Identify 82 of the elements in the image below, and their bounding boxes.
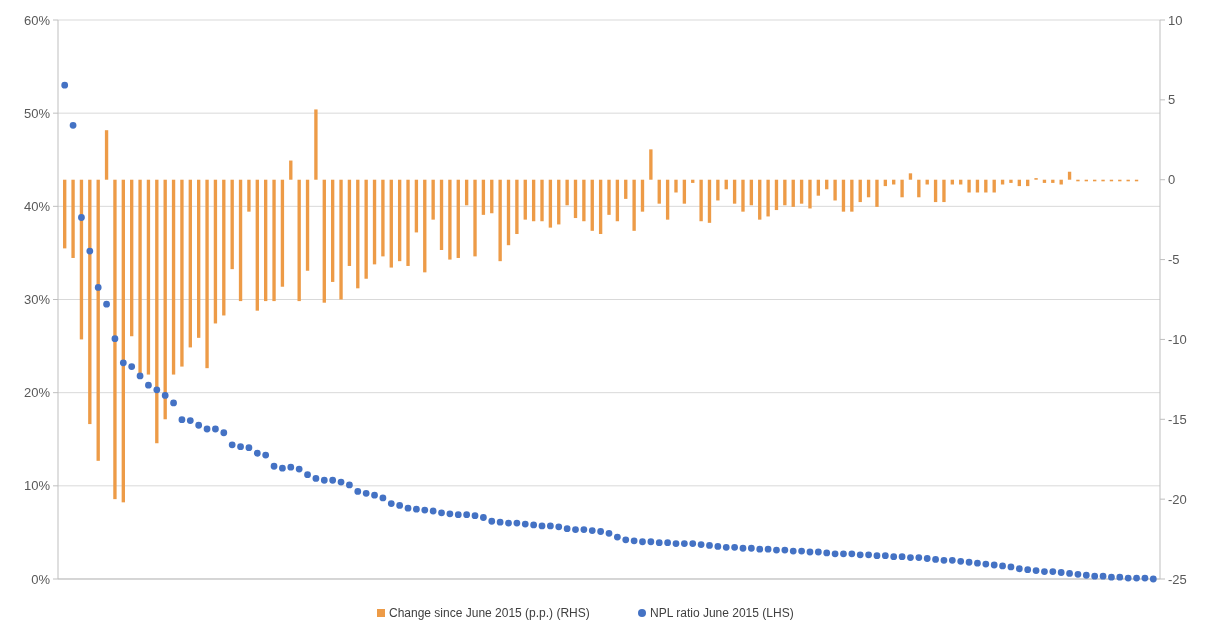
bar <box>339 179 343 300</box>
bar <box>364 179 368 279</box>
y-tick-label: 40% <box>23 198 51 214</box>
bar <box>515 179 519 235</box>
bar <box>707 179 712 223</box>
bar <box>649 149 653 180</box>
y2-tick-label: -15 <box>1168 411 1187 427</box>
y-tick-label: 30% <box>23 292 51 308</box>
bar <box>431 179 435 220</box>
bar <box>473 179 477 257</box>
bar <box>892 179 896 185</box>
bar <box>322 179 326 303</box>
bar <box>875 179 879 207</box>
bar <box>808 179 812 209</box>
bar <box>674 179 678 193</box>
bar <box>925 179 929 185</box>
bar <box>448 179 452 260</box>
bar <box>799 179 804 204</box>
bar <box>816 179 821 196</box>
bar <box>1000 179 1005 185</box>
bar <box>959 179 963 185</box>
bar <box>908 173 913 180</box>
bar <box>942 179 946 203</box>
bar <box>280 179 285 287</box>
bar <box>850 179 854 212</box>
bar <box>406 179 410 266</box>
y2-tick-label: 0 <box>1168 172 1176 188</box>
bar <box>255 179 259 311</box>
bar <box>841 179 846 212</box>
bar <box>523 179 527 220</box>
bar <box>305 179 310 271</box>
bar <box>381 179 385 257</box>
bar <box>171 179 176 375</box>
bar <box>950 179 954 185</box>
bar <box>1059 179 1063 185</box>
bar <box>1009 179 1013 183</box>
y2-tick-label: 5 <box>1168 92 1176 108</box>
bar <box>180 179 184 367</box>
bar <box>548 179 553 228</box>
bar <box>657 179 661 204</box>
bar <box>716 179 720 201</box>
bar <box>758 179 762 220</box>
y2-tick-label: -5 <box>1168 252 1180 268</box>
bar <box>389 179 393 268</box>
y-tick-label: 20% <box>23 385 51 401</box>
bar <box>632 179 636 231</box>
bar <box>272 179 276 302</box>
bar <box>498 179 502 262</box>
bar <box>540 179 544 222</box>
y-tick-label: 50% <box>23 105 51 121</box>
bar <box>783 179 787 206</box>
bar <box>732 179 737 204</box>
bar <box>113 179 117 500</box>
y-tick-label: 60% <box>23 12 51 28</box>
bar <box>741 179 745 212</box>
bar <box>917 179 921 198</box>
legend-label: NPL ratio June 2015 (LHS) <box>650 606 794 620</box>
y2-tick-label: 10 <box>1168 12 1183 28</box>
bar <box>582 179 586 222</box>
bar <box>967 179 971 193</box>
bar <box>766 179 770 217</box>
bar <box>833 179 837 201</box>
bar <box>565 179 569 206</box>
bar <box>640 179 645 212</box>
bar <box>665 179 670 220</box>
y-tick-label: 10% <box>23 478 51 494</box>
y2-tick-label: -20 <box>1168 491 1187 507</box>
bar <box>104 130 109 180</box>
y-tick-label: 0% <box>31 571 51 587</box>
bar <box>297 179 301 302</box>
y2-tick-label: -25 <box>1168 571 1187 587</box>
bar <box>205 179 209 369</box>
bar <box>71 179 75 258</box>
bar <box>146 179 151 375</box>
bar <box>699 179 703 222</box>
bar <box>247 179 251 212</box>
y2-tick-label: -10 <box>1168 331 1187 347</box>
bar <box>682 179 687 204</box>
bar <box>314 109 318 180</box>
bar <box>900 179 904 198</box>
legend-label: Change since June 2015 (p.p.) (RHS) <box>389 606 590 620</box>
bar <box>607 179 611 215</box>
